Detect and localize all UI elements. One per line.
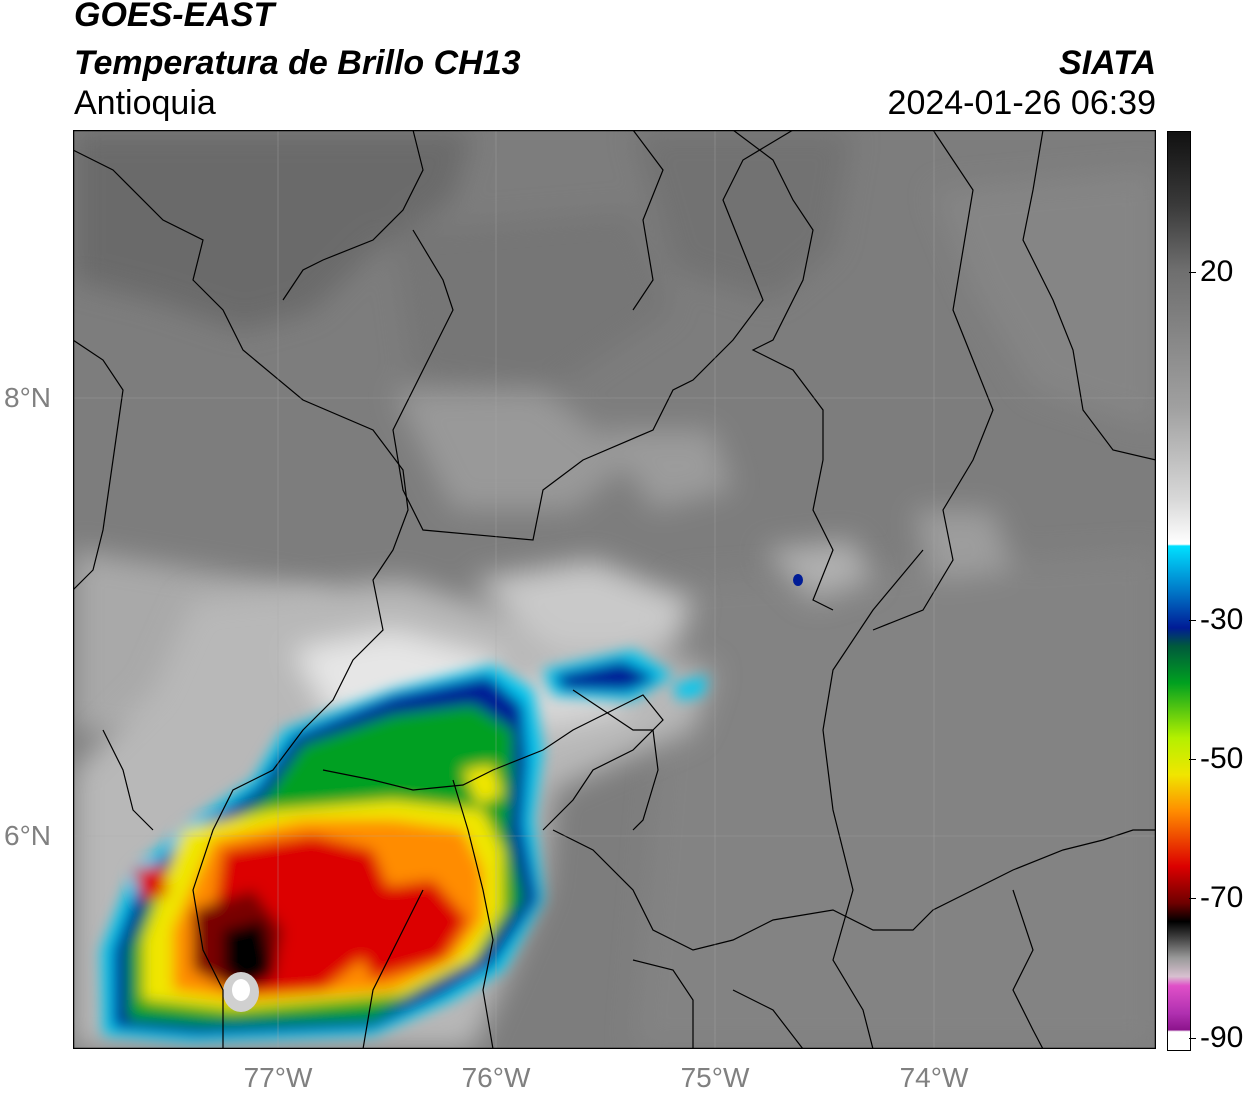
colorbar-label-neg70: -70 bbox=[1200, 881, 1244, 914]
colorbar-tick-neg30 bbox=[1189, 620, 1196, 621]
colorbar-label-20: 20 bbox=[1200, 255, 1234, 288]
colorbar-label-neg90: -90 bbox=[1200, 1021, 1244, 1054]
product-title: Temperatura de Brillo CH13 bbox=[74, 44, 521, 82]
colorbar-tick-neg70 bbox=[1189, 898, 1196, 899]
lon-label-75w: 75°W bbox=[680, 1062, 750, 1093]
timestamp-label: 2024-01-26 06:39 bbox=[887, 84, 1156, 122]
storm-system bbox=[101, 574, 803, 1042]
graticule bbox=[73, 130, 1156, 1049]
colorbar-tick-20 bbox=[1189, 272, 1196, 273]
lon-label-74w: 74°W bbox=[899, 1062, 969, 1093]
satellite-title: GOES-EAST bbox=[74, 0, 275, 34]
colorbar-label-neg50: -50 bbox=[1200, 742, 1244, 775]
colorbar-tick-neg90 bbox=[1189, 1038, 1196, 1039]
satellite-map[interactable] bbox=[72, 129, 1157, 1050]
lon-label-76w: 76°W bbox=[461, 1062, 531, 1093]
lon-label-77w: 77°W bbox=[243, 1062, 313, 1093]
lat-label-6n: 6°N bbox=[4, 820, 51, 851]
boundaries bbox=[72, 129, 1157, 1050]
map-frame bbox=[72, 129, 1157, 1050]
colorbar bbox=[1167, 131, 1191, 1051]
organization-label: SIATA bbox=[1059, 44, 1156, 82]
colorbar-tick-neg50 bbox=[1189, 759, 1196, 760]
colorbar-label-neg30: -30 bbox=[1200, 603, 1244, 636]
region-subtitle: Antioquia bbox=[74, 84, 216, 122]
lat-label-8n: 8°N bbox=[4, 382, 51, 413]
